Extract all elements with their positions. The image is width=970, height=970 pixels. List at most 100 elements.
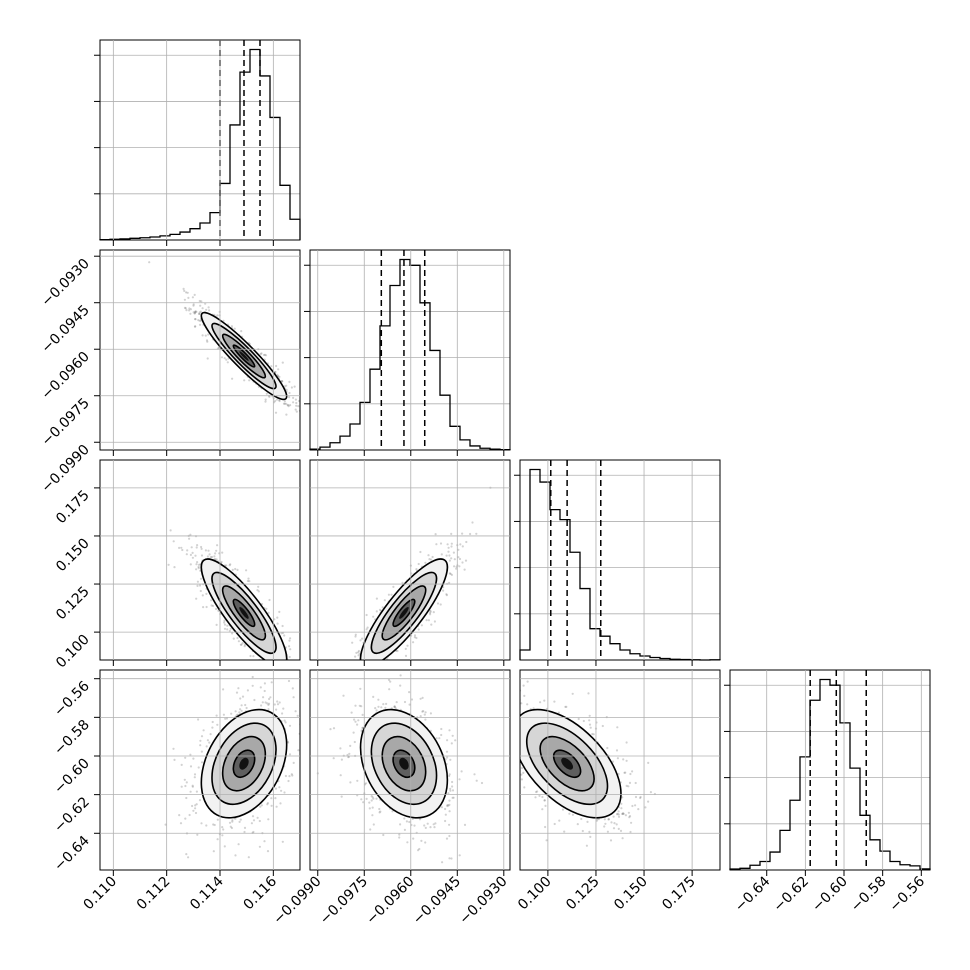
scatter-point (366, 674, 368, 676)
scatter-point (287, 679, 291, 683)
scatter-point (294, 398, 297, 401)
scatter-point (450, 532, 453, 536)
scatter-point (480, 781, 484, 785)
density-fill (399, 757, 409, 770)
scatter-point (266, 702, 269, 705)
scatter-point (274, 370, 277, 374)
scatter-point (406, 841, 409, 844)
scatter-point (214, 552, 217, 555)
scatter-point (423, 713, 426, 716)
scatter-point (226, 624, 229, 627)
scatter-point (448, 729, 451, 732)
scatter-point (450, 545, 453, 548)
scatter-point (264, 701, 267, 704)
scatter-point (297, 749, 300, 752)
scatter-point (385, 702, 388, 706)
scatter-point (374, 707, 377, 710)
scatter-point (617, 772, 620, 776)
scatter-point (245, 706, 248, 710)
scatter-point (433, 620, 436, 623)
scatter-point (425, 619, 428, 622)
scatter-point (288, 655, 291, 659)
scatter-point (628, 781, 632, 785)
x-tick-label: −0.62 (771, 874, 813, 916)
scatter-point (288, 639, 291, 642)
scatter-point (252, 830, 255, 834)
scatter-point (367, 684, 369, 686)
scatter-point (200, 300, 203, 303)
scatter-point (194, 811, 198, 815)
scatter-point (365, 797, 368, 801)
axes-frame (309, 249, 511, 451)
y-tick-label: −0.64 (51, 833, 93, 875)
scatter-point (199, 739, 202, 742)
scatter-point (447, 792, 450, 795)
scatter-point (200, 547, 203, 551)
scatter-point (220, 356, 224, 359)
scatter-point (458, 557, 462, 561)
scatter-point (408, 703, 411, 706)
panel-content (164, 675, 300, 859)
scatter-point (288, 753, 292, 756)
scatter-point (448, 810, 451, 813)
scatter-point (197, 718, 200, 721)
scatter-point (286, 403, 289, 406)
scatter-point (259, 666, 261, 668)
scatter-point (193, 312, 196, 315)
scatter-point (223, 357, 226, 360)
scatter-point (361, 664, 363, 666)
scatter-point (501, 700, 503, 702)
scatter-point (237, 687, 240, 690)
scatter-point (278, 786, 281, 789)
y-tick-label: −0.0930 (39, 256, 93, 310)
scatter-point (448, 803, 451, 806)
scatter-point (412, 837, 415, 840)
scatter-point (447, 804, 450, 807)
y-tick-label: −0.60 (51, 756, 93, 798)
scatter-point (464, 559, 468, 562)
scatter-point (267, 611, 270, 614)
scatter-point (263, 353, 267, 356)
x-tick-label: −0.0960 (363, 874, 417, 928)
scatter-point (444, 813, 447, 816)
y-tick-label: −0.0990 (39, 442, 93, 496)
scatter-point (295, 671, 297, 673)
scatter-point (431, 555, 434, 559)
scatter-point (261, 701, 264, 704)
scatter-point (292, 709, 294, 711)
scatter-point (446, 804, 449, 808)
scatter-point (220, 560, 223, 564)
scatter-point (245, 569, 248, 572)
scatter-point (248, 580, 251, 583)
scatter-point (365, 628, 368, 631)
scatter-point (520, 766, 524, 770)
scatter-point (514, 792, 516, 794)
scatter-point (238, 820, 241, 824)
scatter-point (375, 797, 378, 800)
scatter-point (191, 784, 194, 787)
scatter-point (395, 701, 398, 704)
scatter-point (588, 714, 591, 717)
scatter-point (332, 727, 336, 730)
scatter-point (267, 702, 271, 705)
scatter-point (172, 540, 175, 543)
scatter-point (178, 546, 181, 550)
histogram-step (309, 258, 511, 451)
scatter-point (424, 841, 427, 844)
scatter-point (289, 404, 292, 407)
scatter-point (267, 708, 270, 711)
scatter-point (249, 654, 252, 658)
scatter-point (627, 811, 631, 814)
scatter-point (314, 410, 316, 412)
scatter-point (439, 603, 442, 606)
scatter-point (340, 758, 343, 761)
y-tick-label: 0.150 (53, 535, 93, 575)
scatter-point (469, 532, 472, 536)
scatter-point (391, 810, 394, 813)
scatter-point (193, 325, 197, 328)
scatter-point (225, 717, 229, 720)
scatter-point (247, 856, 250, 859)
scatter-point (257, 585, 260, 588)
histogram-panel-1 (304, 249, 511, 451)
scatter-point (198, 323, 202, 326)
